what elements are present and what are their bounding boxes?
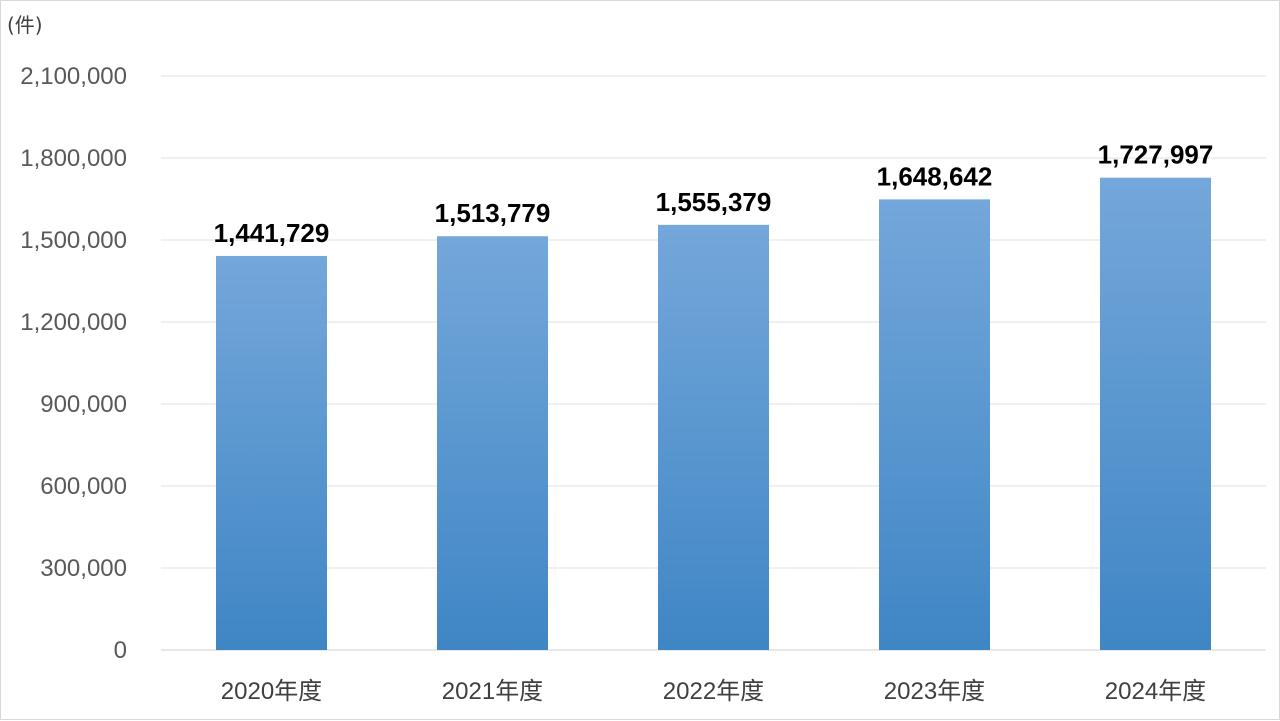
y-tick-label: 2,100,000 — [20, 63, 127, 90]
data-labels: 1,441,729 1,513,779 1,555,379 1,648,642 1,72… — [214, 140, 1214, 248]
y-tick-label: 1,500,000 — [20, 227, 127, 254]
x-tick-label: 2023年度 — [884, 678, 985, 705]
y-tick-label: 0 — [114, 637, 127, 664]
x-axis-ticks: 2020年度 2021年度 2022年度 2023年度 2024年度 — [221, 678, 1206, 705]
bar-2024年度 — [1100, 177, 1211, 650]
data-label: 1,513,779 — [435, 198, 551, 228]
bar-2021年度 — [437, 236, 548, 650]
data-label: 1,648,642 — [877, 161, 993, 191]
x-tick-label: 2021年度 — [442, 678, 543, 705]
bar-2020年度 — [216, 255, 327, 650]
y-tick-label: 600,000 — [40, 473, 127, 500]
x-tick-label: 2020年度 — [221, 678, 322, 705]
bars — [216, 177, 1211, 650]
x-tick-label: 2022年度 — [663, 678, 764, 705]
y-tick-label: 1,200,000 — [20, 309, 127, 336]
data-label: 1,555,379 — [656, 187, 772, 217]
y-tick-label: 300,000 — [40, 555, 127, 582]
data-label: 1,727,997 — [1098, 140, 1214, 170]
y-axis-ticks: 0 300,000 600,000 900,000 1,200,000 1,500,000… — [20, 63, 127, 664]
y-tick-label: 900,000 — [40, 391, 127, 418]
y-tick-label: 1,800,000 — [20, 145, 127, 172]
y-axis-unit-label: (件) — [7, 13, 43, 37]
bar-2023年度 — [879, 199, 990, 650]
bar-2022年度 — [658, 224, 769, 650]
data-label: 1,441,729 — [214, 218, 330, 248]
x-tick-label: 2024年度 — [1105, 678, 1206, 705]
